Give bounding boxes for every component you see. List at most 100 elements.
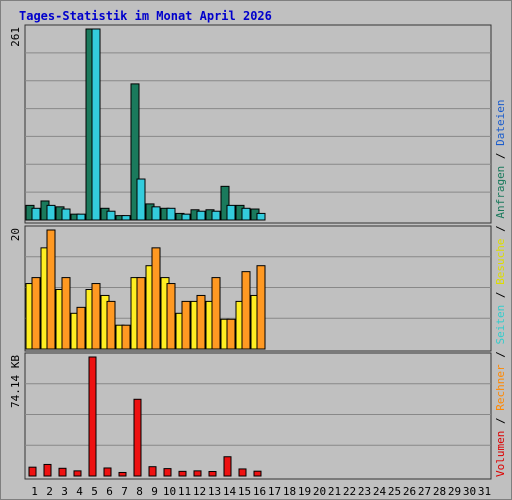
legend-separator: / [494,285,507,305]
bar-bottom-volumen-day-14 [223,456,232,477]
legend-item-rechner: Rechner [494,364,507,411]
bar-top-dateien-day-1 [31,207,41,221]
bar-middle-seiten-day-4 [76,306,86,350]
bar-middle-seiten-day-15 [241,271,251,350]
legend-item-anfragen: Anfragen [494,166,507,219]
bar-bottom-volumen-day-4 [73,470,82,477]
x-tick-label: 2 [46,485,53,498]
bar-middle-seiten-day-6 [106,300,116,350]
legend: Volumen / Rechner / Seiten / Besuche / A… [494,99,507,477]
bar-middle-seiten-day-11 [181,300,191,350]
bar-top-dateien-day-6 [106,210,116,221]
x-tick-label: 10 [163,485,176,498]
x-tick-label: 15 [238,485,251,498]
panel-bottom-max-label: 74.14 KB [9,355,22,408]
bar-middle-seiten-day-9 [151,247,161,350]
bar-top-dateien-day-9 [151,206,161,221]
bar-top-dateien-day-15 [241,207,251,221]
legend-separator: / [494,219,507,239]
x-tick-label: 20 [313,485,326,498]
bar-bottom-volumen-day-12 [193,470,202,477]
x-tick-label: 13 [208,485,221,498]
legend-item-volumen: Volumen [494,431,507,477]
x-tick-label: 25 [388,485,401,498]
bar-bottom-volumen-day-7 [118,471,127,477]
x-tick-label: 7 [121,485,128,498]
bar-top-dateien-day-14 [226,204,236,221]
bar-bottom-volumen-day-15 [238,468,247,477]
bar-bottom-volumen-day-8 [133,398,142,477]
panel-middle: 20 [9,225,492,352]
bar-bottom-volumen-day-6 [103,467,112,477]
legend-item-dateien: Dateien [494,99,507,145]
bar-top-dateien-day-10 [166,207,176,221]
x-tick-label: 30 [463,485,476,498]
chart-panels: 261 20 74.14 KB [9,24,492,480]
bar-top-dateien-day-7 [121,215,131,221]
legend-text: Volumen / Rechner / Seiten / Besuche / A… [494,99,507,477]
bar-bottom-volumen-day-3 [58,467,67,477]
bar-middle-seiten-day-1 [31,277,41,350]
x-tick-label: 1 [31,485,38,498]
x-tick-label: 4 [76,485,83,498]
x-tick-label: 6 [106,485,113,498]
bar-bottom-volumen-day-1 [28,466,37,477]
bar-top-dateien-day-5 [91,28,101,221]
x-tick-label: 14 [223,485,237,498]
bar-middle-seiten-day-2 [46,229,56,350]
bar-bottom-volumen-day-11 [178,470,187,477]
x-tick-label: 8 [136,485,143,498]
panel-bottom-box [24,352,492,480]
bar-middle-seiten-day-16 [256,265,266,350]
bar-bottom-volumen-day-13 [208,471,217,477]
x-tick-label: 19 [298,485,311,498]
bar-middle-seiten-day-8 [136,277,146,350]
legend-item-seiten: Seiten [494,305,507,345]
bar-bottom-volumen-day-10 [163,468,172,477]
x-tick-label: 17 [268,485,281,498]
x-axis-labels: 1 2 3 4 5 6 7 8 9 10 11 12 13 14 15 16 17 18 19 20 21 22 23 24 2… [31,485,491,498]
x-tick-label: 12 [193,485,206,498]
x-tick-label: 23 [358,485,371,498]
legend-separator: / [494,411,507,431]
panel-top-max-label: 261 [9,27,22,47]
legend-item-besuche: Besuche [494,239,507,285]
bar-middle-seiten-day-7 [121,324,131,350]
bar-middle-seiten-day-13 [211,277,221,350]
x-tick-label: 21 [328,485,341,498]
x-tick-label: 22 [343,485,356,498]
x-tick-label: 16 [253,485,266,498]
x-tick-label: 27 [418,485,431,498]
chart-title: Tages-Statistik im Monat April 2026 [19,9,272,23]
bar-top-dateien-day-3 [61,208,71,221]
bar-middle-seiten-day-5 [91,283,101,350]
x-tick-label: 5 [91,485,98,498]
panel-bottom: 74.14 KB [9,352,492,480]
bar-middle-seiten-day-10 [166,283,176,350]
bar-top-dateien-day-11 [181,213,191,221]
x-tick-label: 28 [433,485,446,498]
bar-middle-seiten-day-3 [61,277,71,350]
x-tick-label: 18 [283,485,296,498]
legend-separator: / [494,146,507,166]
bar-top-dateien-day-8 [136,178,146,221]
panel-middle-max-label: 20 [9,228,22,241]
x-tick-label: 3 [61,485,68,498]
bar-middle-seiten-day-12 [196,294,206,350]
bar-top-dateien-day-16 [256,212,266,221]
panel-top-box [24,24,492,224]
bar-top-dateien-day-12 [196,210,206,221]
x-tick-label: 31 [478,485,491,498]
panel-top: 261 [9,24,492,224]
bar-bottom-volumen-day-9 [148,466,157,477]
bar-top-anfragen-day-14 [220,185,230,221]
bar-bottom-volumen-day-5 [88,356,97,477]
x-tick-label: 26 [403,485,416,498]
bar-top-dateien-day-4 [76,213,86,221]
bar-bottom-volumen-day-16 [253,470,262,477]
bar-top-dateien-day-13 [211,210,221,221]
bar-bottom-volumen-day-2 [43,463,52,477]
x-tick-label: 29 [448,485,461,498]
